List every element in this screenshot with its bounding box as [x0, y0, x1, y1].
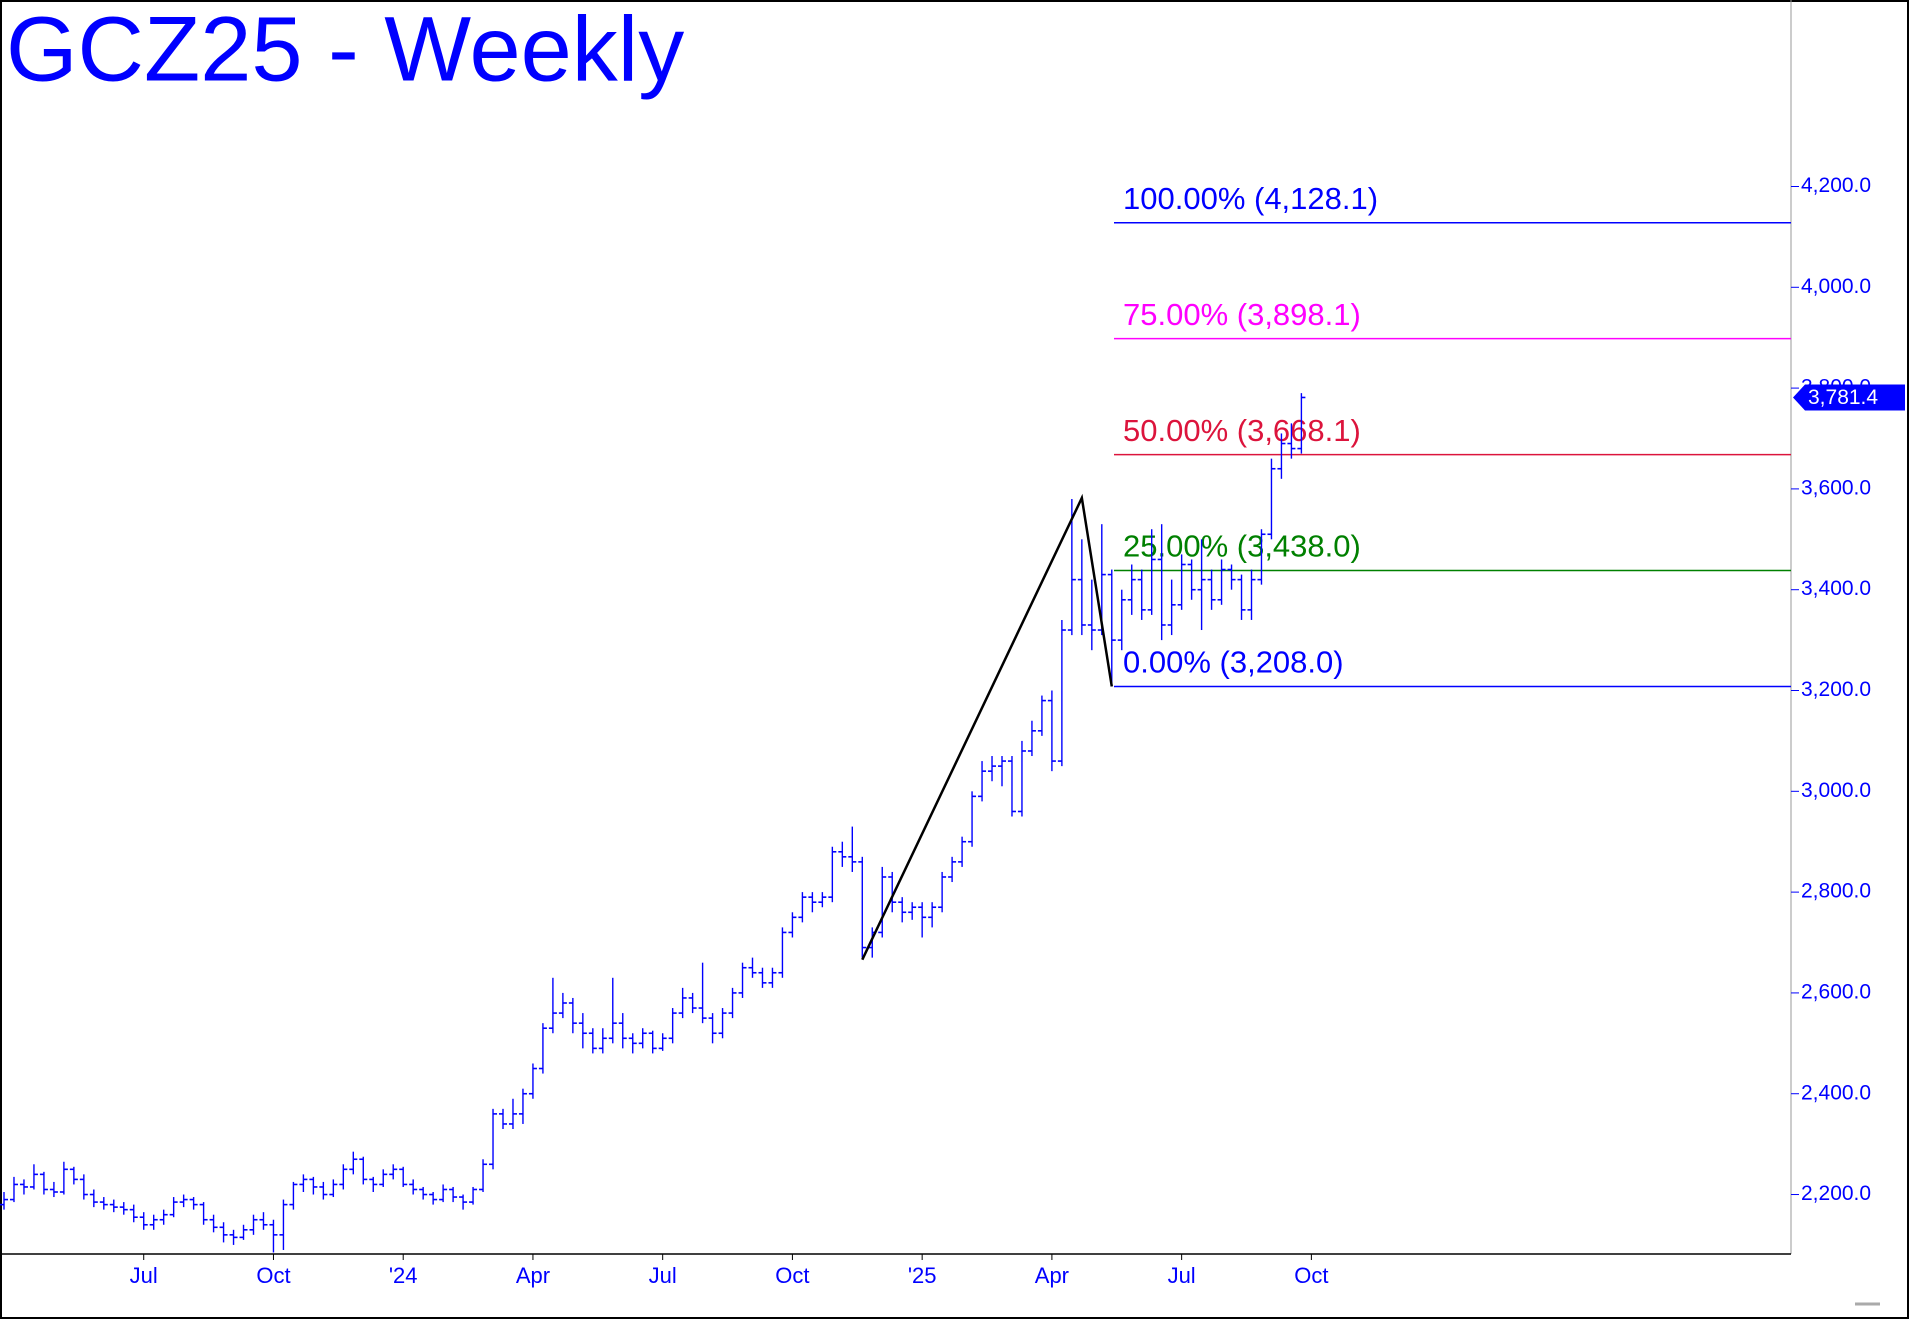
x-tick-label: Jul	[1168, 1263, 1196, 1288]
abc-line	[861, 493, 1114, 961]
y-tick-label: 2,200.0	[1801, 1182, 1871, 1205]
level-label: 0.00% (3,208.0)	[1123, 645, 1344, 680]
y-tick-label: 3,400.0	[1801, 577, 1871, 600]
x-tick-label: Jul	[130, 1263, 158, 1288]
x-tick-label: Apr	[1035, 1263, 1069, 1288]
x-tick-label: '24	[389, 1263, 418, 1288]
y-tick-label: 2,600.0	[1801, 980, 1871, 1003]
y-tick-label: 4,000.0	[1801, 275, 1871, 298]
last-price-tag	[1793, 384, 1905, 411]
y-tick-label: 4,200.0	[1801, 174, 1871, 197]
last-price-label: 3,781.4	[1808, 386, 1878, 409]
y-tick-label: 3,600.0	[1801, 476, 1871, 499]
y-tick-label: 3,200.0	[1801, 678, 1871, 701]
level-label: 75.00% (3,898.1)	[1123, 297, 1361, 332]
y-tick-label: 2,400.0	[1801, 1081, 1871, 1104]
x-tick-label: Oct	[1294, 1263, 1328, 1288]
x-tick-label: Apr	[516, 1263, 550, 1288]
level-label: 50.00% (3,668.1)	[1123, 413, 1361, 448]
x-tick-label: Oct	[775, 1263, 809, 1288]
x-tick-label: Jul	[649, 1263, 677, 1288]
level-label: 25.00% (3,438.0)	[1123, 529, 1361, 564]
x-tick-label: Oct	[256, 1263, 290, 1288]
y-tick-label: 2,800.0	[1801, 880, 1871, 903]
y-tick-label: 3,000.0	[1801, 779, 1871, 802]
level-label: 100.00% (4,128.1)	[1123, 181, 1378, 216]
x-tick-label: '25	[908, 1263, 937, 1288]
chart-title: GCZ25 - Weekly	[6, 0, 684, 100]
